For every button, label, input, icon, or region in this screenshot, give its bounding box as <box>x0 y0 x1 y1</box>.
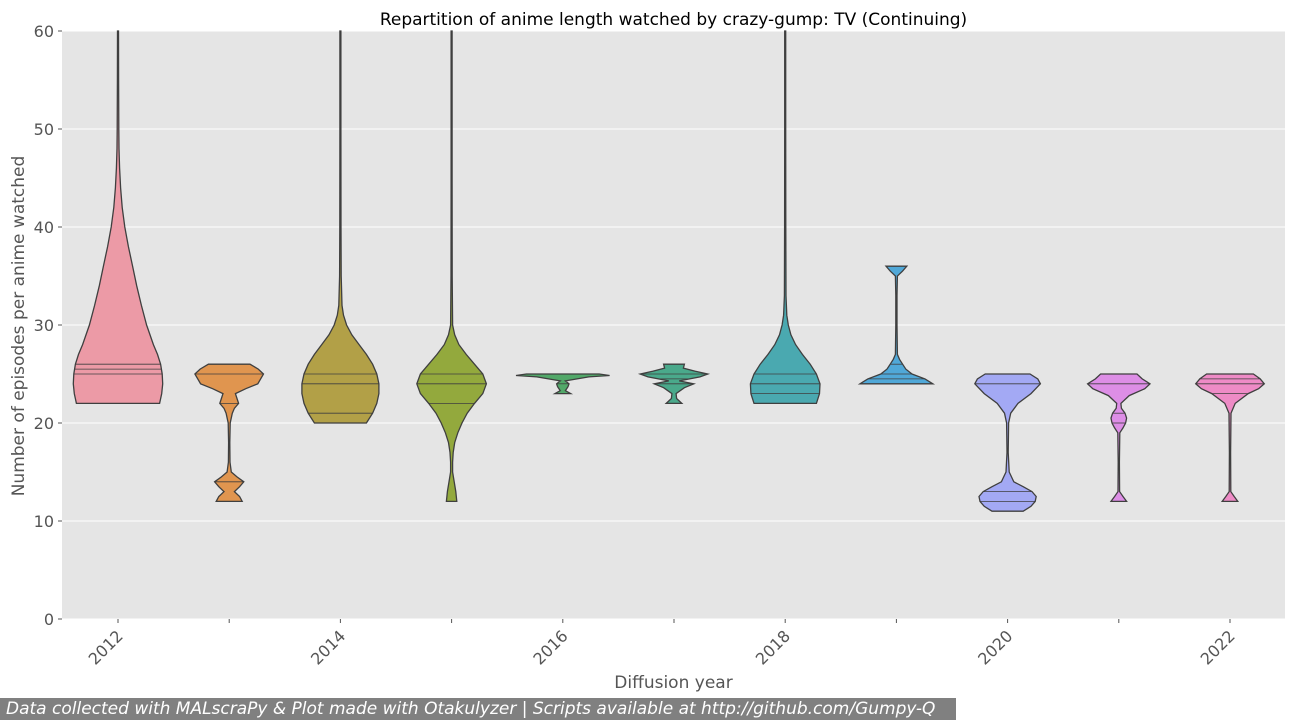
y-tick-label: 50 <box>34 120 54 139</box>
x-axis-label: Diffusion year <box>614 673 732 693</box>
violin-2022 <box>1194 373 1266 503</box>
violin-2020 <box>974 373 1042 512</box>
violin-2018 <box>749 30 821 405</box>
violin-2013 <box>194 363 265 503</box>
x-tick-label: 2020 <box>974 626 1016 668</box>
x-tick-label: 2022 <box>1197 626 1239 668</box>
y-tick-label: 60 <box>34 22 54 41</box>
violin-2021 <box>1086 373 1152 503</box>
y-tick-label: 10 <box>34 512 54 531</box>
violin-2012 <box>72 30 164 405</box>
footer-credit: Data collected with MALscraPy & Plot mad… <box>0 698 956 720</box>
x-tick-label: 2014 <box>307 626 349 668</box>
x-tick-label: 2018 <box>752 626 794 668</box>
y-tick-label: 30 <box>34 316 54 335</box>
y-axis-label: Number of episodes per anime watched <box>9 156 29 497</box>
y-tick-label: 0 <box>44 610 54 629</box>
chart-title: Repartition of anime length watched by c… <box>380 10 967 30</box>
x-tick-label: 2012 <box>85 626 127 668</box>
y-tick-label: 40 <box>34 218 54 237</box>
violin-2014 <box>301 30 380 424</box>
x-tick-label: 2016 <box>529 626 571 668</box>
y-tick-label: 20 <box>34 414 54 433</box>
